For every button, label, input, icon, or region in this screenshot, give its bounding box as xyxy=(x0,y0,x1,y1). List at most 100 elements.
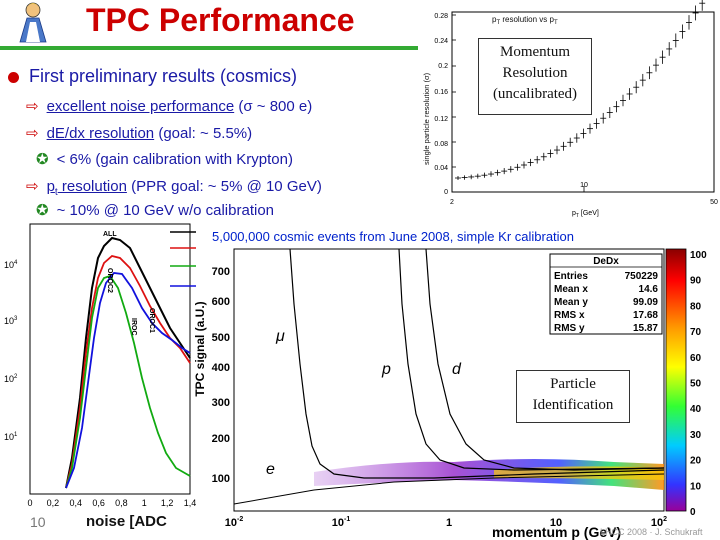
ytick: 300 xyxy=(212,397,230,409)
footer-author: LHCC 2008 · J. Schukraft xyxy=(600,527,703,537)
ytick: 102 xyxy=(4,374,18,384)
momentum-plot-yticks: 0 0.04 0.08 0.12 0.16 0.2 0.24 0.28 xyxy=(434,13,448,196)
ytick: 200 xyxy=(212,433,230,445)
stats-label: Mean x xyxy=(554,284,588,295)
curve-label-proton: p xyxy=(381,361,391,378)
noise-curve-iroc xyxy=(65,274,191,489)
xtick: 0,2 xyxy=(47,498,60,508)
ytick: 600 xyxy=(212,296,230,308)
bullet-noise: ⇨ excellent noise performance (σ ~ 800 e) xyxy=(26,97,312,115)
xtick: 102 xyxy=(651,516,667,529)
pid-plot-ylabel: TPC signal (a.U.) xyxy=(194,301,207,396)
bullet-dedx: ⇨ dE/dx resolution (goal: ~ 5.5%) xyxy=(26,124,252,142)
colorbar-tick: 90 xyxy=(690,276,702,287)
pid-curve-muon xyxy=(289,248,665,479)
arrow-icon: ⇨ xyxy=(26,125,39,142)
pt-link[interactable]: pt resolution xyxy=(46,178,127,198)
ytick: 0.12 xyxy=(434,116,448,123)
momentum-data-points xyxy=(455,0,706,180)
stats-label: Mean y xyxy=(554,297,588,308)
dedx-result: < 6% (gain calibration with Krypton) xyxy=(56,151,293,168)
ytick: 700 xyxy=(212,266,230,278)
check-icon: ✪ xyxy=(36,151,49,168)
noise-link[interactable]: excellent noise performance xyxy=(46,98,235,115)
title-underline xyxy=(0,46,420,50)
noise-legend xyxy=(170,231,196,287)
noise-plot-yticks: 104 103 102 101 xyxy=(4,260,18,442)
pid-colorbar xyxy=(665,248,687,512)
colorbar-tick: 50 xyxy=(690,379,702,390)
stats-label: Entries xyxy=(554,271,588,282)
ytick: 0.24 xyxy=(434,38,448,45)
bullet-pt-result: ✪ ~ 10% @ 10 GeV w/o calibration xyxy=(36,201,274,219)
bullet-dedx-result: ✪ < 6% (gain calibration with Krypton) xyxy=(36,150,293,168)
label-oroc1: OROC1 xyxy=(148,308,155,333)
ytick: 104 xyxy=(4,260,18,270)
colorbar-tick: 10 xyxy=(690,481,702,492)
ytick: 400 xyxy=(212,362,230,374)
ytick: 0.04 xyxy=(434,165,448,172)
bullet-main-text: First preliminary results (cosmics) xyxy=(29,66,298,86)
label-all: ALL xyxy=(103,231,117,238)
noise-value: (σ ~ 800 e) xyxy=(238,98,313,115)
stats-value: 750229 xyxy=(625,271,659,282)
xtick: 10 xyxy=(580,182,588,189)
bullet-dot-icon xyxy=(8,71,19,83)
page-title: TPC Performance xyxy=(86,2,355,38)
xtick: 0 xyxy=(27,498,32,508)
noise-plot-xlabel: noise [ADC xyxy=(86,513,167,530)
pid-curve-deuteron xyxy=(425,248,665,471)
stats-label: RMS x xyxy=(554,310,585,321)
momentum-plot-title: pT resolution vs pT xyxy=(492,15,558,26)
xtick: 2 xyxy=(450,199,454,206)
pid-plot-xticks: 10-2 10-1 1 10 102 xyxy=(225,516,667,529)
noise-plot-frame xyxy=(29,223,191,495)
pid-plot-yticks: 100 200 300 400 500 600 700 xyxy=(212,266,230,485)
colorbar-tick: 0 xyxy=(690,507,696,518)
xtick: 1 xyxy=(142,498,147,508)
slide-number: 10 xyxy=(30,514,46,530)
stats-value: 99.09 xyxy=(633,297,658,308)
colorbar-tick: 60 xyxy=(690,353,702,364)
xtick: 10-2 xyxy=(225,516,244,529)
colorbar-tick: 100 xyxy=(690,250,707,261)
bullet-pt: ⇨ pt resolution (PPR goal: ~ 5% @ 10 GeV) xyxy=(26,177,322,198)
stats-value: 14.6 xyxy=(639,284,659,295)
stats-title: DeDx xyxy=(593,256,619,267)
noise-distribution-plot: 104 103 102 101 0 0,2 0,4 0,6 0,8 1 1,2 1,4 noi… xyxy=(0,218,200,540)
dedx-link[interactable]: dE/dx resolution xyxy=(46,125,155,142)
stats-value: 15.87 xyxy=(633,323,658,334)
pid-curve-electron xyxy=(233,473,665,505)
colorbar-tick: 30 xyxy=(690,430,702,441)
noise-plot-xticks: 0 0,2 0,4 0,6 0,8 1 1,2 1,4 xyxy=(27,498,196,508)
ytick: 0.16 xyxy=(434,89,448,96)
curve-label-electron: e xyxy=(266,461,275,478)
ytick: 500 xyxy=(212,332,230,344)
pt-goal: (PPR goal: ~ 5% @ 10 GeV) xyxy=(131,178,322,195)
pid-curve-proton xyxy=(398,248,665,471)
curve-label-muon: μ xyxy=(275,328,285,345)
momentum-plot-ylabel: single particle resolution (σ) xyxy=(422,72,431,165)
pid-plot: 5,000,000 cosmic events from June 2008, … xyxy=(194,229,707,540)
ytick: 0.08 xyxy=(434,141,448,148)
ytick: 100 xyxy=(212,473,230,485)
colorbar-tick: 40 xyxy=(690,404,702,415)
check-icon: ✪ xyxy=(36,202,49,219)
pid-label-box: Particle Identification xyxy=(516,370,630,423)
ytick: 0.2 xyxy=(438,63,448,70)
arrow-icon: ⇨ xyxy=(26,98,39,115)
ytick: 0 xyxy=(444,189,448,196)
arrow-icon: ⇨ xyxy=(26,178,39,195)
noise-curve-oroc1 xyxy=(65,272,191,489)
label-oroc2: OROC2 xyxy=(106,268,113,293)
colorbar-tick: 70 xyxy=(690,327,702,338)
xtick: 10-1 xyxy=(332,516,351,529)
stats-value: 17.68 xyxy=(633,310,658,321)
xtick: 0,6 xyxy=(92,498,105,508)
colorbar-tick: 80 xyxy=(690,301,702,312)
xtick: 1,2 xyxy=(161,498,174,508)
ytick: 101 xyxy=(4,432,18,442)
noise-curve-all xyxy=(65,236,191,489)
stats-label: RMS y xyxy=(554,323,585,334)
